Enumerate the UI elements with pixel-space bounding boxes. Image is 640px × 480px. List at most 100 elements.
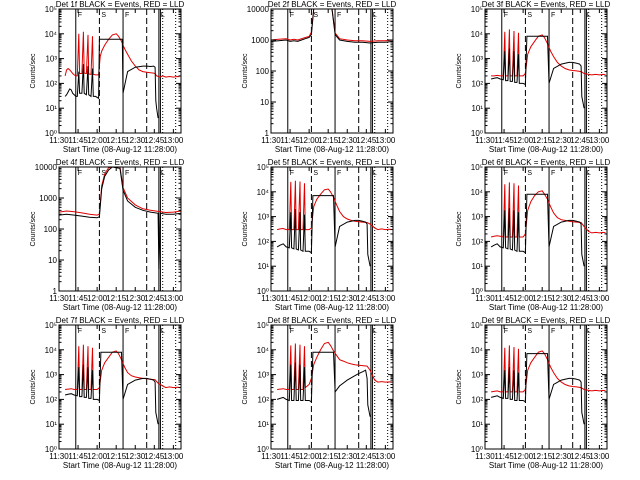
x-tick-label: 11:45 [68, 294, 88, 303]
x-tick-label: 12:00 [87, 294, 108, 303]
y-tick-label: 10² [471, 79, 483, 88]
flag-label: F [78, 12, 82, 19]
panel-1: F S F L 11:30 11:45 12:00 12:15 12:30 12:45 13:00 1… [30, 0, 184, 154]
flag-label: L [373, 12, 377, 19]
x-tick-label: 12:45 [144, 294, 165, 303]
x-tick-label: 11:45 [494, 452, 514, 461]
panel-4: F S F L 11:30 11:45 12:00 12:15 12:30 12:45 13:00 1… [30, 158, 184, 312]
y-tick-label: 10⁰ [471, 287, 483, 296]
x-axis-label: Start Time (08-Aug-12 11:28:00) [489, 461, 603, 470]
y-tick-label: 10⁵ [45, 321, 57, 330]
flag-label: F [337, 328, 341, 335]
series-lld [276, 180, 392, 231]
y-tick-label: 10000 [35, 163, 58, 172]
panel-6: F S F L 11:30 11:45 12:00 12:15 12:30 12:45 13:00 1… [456, 158, 610, 312]
y-axis-label: Counts/sec [242, 53, 249, 89]
panel-8: F S F L 11:30 11:45 12:00 12:15 12:30 12:45 13:00 1… [242, 316, 396, 470]
y-tick-label: 10² [471, 395, 483, 404]
x-tick-label: 12:00 [513, 452, 534, 461]
series-events [64, 351, 159, 425]
y-tick-label: 10² [257, 237, 269, 246]
x-tick-label: 11:45 [494, 294, 514, 303]
series-events [490, 353, 585, 425]
x-tick-label: 12:30 [337, 294, 358, 303]
y-tick-label: 1 [53, 287, 58, 296]
y-tick-label: 10³ [45, 371, 57, 380]
series-events [59, 167, 181, 270]
y-tick-label: 10⁰ [45, 445, 57, 454]
y-axis-label: Counts/sec [456, 211, 463, 247]
y-tick-label: 10 [260, 98, 269, 107]
flag-label: L [587, 328, 591, 335]
x-tick-label: 11:30 [49, 136, 69, 145]
series-lld [271, 9, 393, 42]
y-tick-label: 10³ [471, 371, 483, 380]
x-tick-label: 11:30 [49, 294, 69, 303]
x-tick-label: 12:00 [513, 136, 534, 145]
panel-title: Det 7f BLACK = Events, RED = LLD [56, 316, 185, 325]
y-tick-label: 10⁰ [45, 129, 57, 138]
panel-title: Det 5f BLACK = Events, RED = LLD [268, 158, 397, 167]
y-tick-label: 10 [48, 256, 57, 265]
x-axis-label: Start Time (08-Aug-12 11:28:00) [489, 145, 603, 154]
flag-label: F [337, 12, 341, 19]
series-events [276, 351, 371, 417]
flag-label: F [504, 328, 508, 335]
flag-label: F [78, 170, 82, 177]
flag-label: F [290, 328, 294, 335]
x-tick-label: 11:30 [261, 452, 281, 461]
flag-label: L [161, 328, 165, 335]
series-events [271, 9, 393, 44]
x-axis-label: Start Time (08-Aug-12 11:28:00) [63, 145, 177, 154]
panel-title: Det 8f BLACK = Events, RED = LLD [268, 316, 397, 325]
x-tick-label: 12:45 [144, 136, 165, 145]
x-tick-label: 12:30 [125, 294, 146, 303]
x-tick-label: 13:00 [375, 136, 396, 145]
panel-5: F S F L 11:30 11:45 12:00 12:15 12:30 12:45 13:00 1… [242, 158, 396, 312]
y-axis-label: Counts/sec [242, 211, 249, 247]
flag-label: L [161, 170, 165, 177]
flag-label: S [313, 12, 318, 19]
y-tick-label: 10⁵ [257, 163, 269, 172]
series-events [490, 193, 585, 267]
y-tick-label: 10² [45, 395, 57, 404]
y-tick-label: 10¹ [45, 420, 57, 429]
flag-label: F [125, 328, 129, 335]
x-tick-label: 12:45 [570, 452, 591, 461]
x-tick-label: 12:15 [532, 136, 553, 145]
y-tick-label: 10¹ [471, 262, 483, 271]
x-tick-label: 11:30 [475, 136, 495, 145]
x-tick-label: 11:30 [49, 452, 69, 461]
y-tick-label: 10³ [257, 213, 269, 222]
series-lld [491, 29, 606, 77]
series-events [64, 38, 159, 119]
x-tick-label: 12:00 [299, 136, 320, 145]
x-tick-label: 11:30 [475, 294, 495, 303]
panel-title: Det 3f BLACK = Events, RED = LLD [482, 0, 611, 9]
x-tick-label: 12:30 [125, 136, 146, 145]
y-tick-label: 10000 [247, 5, 270, 14]
x-tick-label: 12:30 [337, 452, 358, 461]
x-tick-label: 12:00 [299, 294, 320, 303]
y-tick-label: 10¹ [471, 104, 483, 113]
y-tick-label: 10³ [471, 55, 483, 64]
flag-label: F [504, 170, 508, 177]
x-tick-label: 11:45 [68, 452, 88, 461]
x-tick-label: 11:45 [494, 136, 514, 145]
y-tick-label: 10¹ [471, 420, 483, 429]
x-tick-label: 12:45 [356, 452, 377, 461]
series-lld [59, 167, 181, 216]
y-axis-label: Counts/sec [30, 53, 37, 89]
y-tick-label: 10⁰ [471, 129, 483, 138]
flag-lines [75, 9, 177, 133]
x-tick-label: 13:00 [163, 294, 184, 303]
x-tick-label: 13:00 [589, 294, 610, 303]
flag-lines [501, 325, 603, 449]
x-tick-label: 12:30 [551, 452, 572, 461]
y-tick-label: 100 [44, 225, 58, 234]
series-lld [490, 182, 606, 238]
plot-frame [270, 324, 394, 450]
flag-label: L [587, 12, 591, 19]
